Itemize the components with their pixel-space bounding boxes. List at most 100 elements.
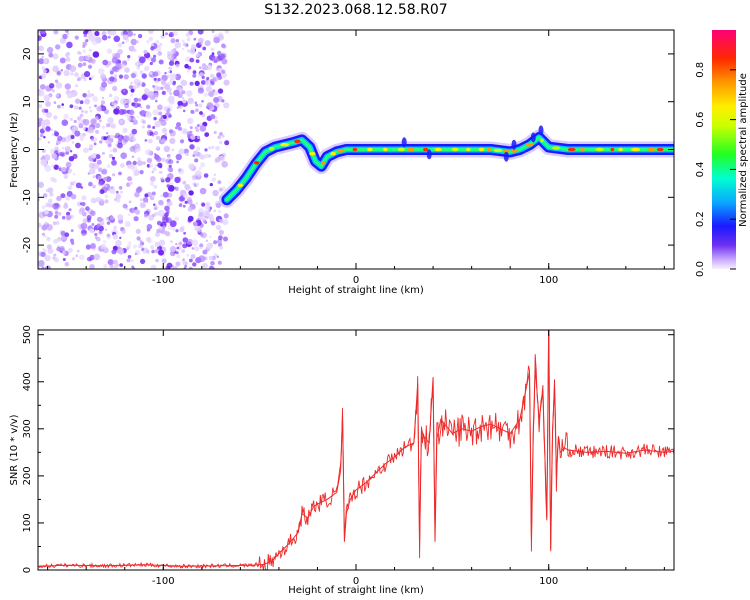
noise-point bbox=[194, 224, 201, 232]
noise-point bbox=[205, 81, 210, 86]
noise-point bbox=[209, 243, 214, 247]
noise-point bbox=[224, 30, 230, 34]
noise-point bbox=[130, 81, 133, 85]
noise-point bbox=[88, 77, 92, 81]
noise-point bbox=[154, 212, 159, 216]
noise-point bbox=[64, 146, 71, 153]
noise-point bbox=[51, 153, 58, 159]
noise-point bbox=[81, 233, 85, 237]
noise-point bbox=[40, 84, 46, 90]
signal-peak bbox=[503, 149, 510, 154]
noise-point bbox=[55, 82, 63, 89]
noise-point bbox=[149, 61, 153, 66]
noise-point bbox=[61, 146, 65, 150]
noise-point bbox=[147, 124, 151, 129]
noise-point bbox=[166, 262, 173, 269]
noise-point bbox=[129, 146, 136, 152]
noise-point bbox=[43, 154, 51, 161]
noise-point bbox=[187, 206, 193, 212]
noise-point bbox=[169, 67, 173, 70]
noise-point bbox=[122, 89, 126, 93]
noise-point bbox=[48, 198, 53, 204]
noise-point bbox=[158, 199, 164, 206]
noise-point bbox=[217, 88, 224, 94]
noise-point bbox=[77, 62, 83, 68]
noise-point bbox=[151, 249, 155, 254]
noise-point bbox=[65, 171, 68, 174]
noise-point bbox=[199, 72, 204, 77]
noise-point bbox=[112, 53, 116, 57]
noise-point bbox=[70, 72, 74, 76]
noise-point bbox=[205, 239, 209, 242]
noise-point bbox=[206, 64, 213, 71]
noise-point bbox=[172, 227, 176, 231]
noise-point bbox=[88, 106, 92, 109]
noise-point bbox=[126, 98, 132, 104]
signal-peak bbox=[631, 147, 641, 152]
noise-point bbox=[148, 36, 153, 42]
noise-point bbox=[118, 74, 124, 79]
colorbar-tick-label: 0.8 bbox=[695, 62, 706, 78]
noise-point bbox=[76, 78, 80, 82]
noise-point bbox=[160, 194, 163, 198]
noise-point bbox=[120, 152, 127, 159]
noise-point bbox=[74, 98, 81, 104]
signal-peak bbox=[478, 147, 485, 152]
noise-point bbox=[142, 250, 147, 255]
noise-point bbox=[45, 111, 53, 118]
noise-point bbox=[113, 102, 117, 106]
noise-point bbox=[44, 108, 49, 113]
noise-point bbox=[107, 259, 114, 266]
noise-point bbox=[134, 249, 141, 255]
noise-point bbox=[187, 97, 194, 105]
noise-point bbox=[90, 243, 96, 249]
noise-point bbox=[189, 57, 195, 63]
noise-point bbox=[181, 128, 188, 135]
noise-point bbox=[154, 232, 160, 237]
x-tick-label: 100 bbox=[539, 576, 558, 587]
noise-point bbox=[192, 73, 197, 78]
noise-point bbox=[46, 244, 52, 250]
noise-point bbox=[93, 253, 101, 261]
noise-point bbox=[56, 246, 62, 252]
noise-point bbox=[144, 193, 149, 198]
noise-point bbox=[106, 221, 111, 225]
noise-point bbox=[197, 87, 204, 94]
noise-point bbox=[151, 57, 157, 63]
noise-point bbox=[55, 44, 61, 50]
noise-point bbox=[89, 48, 92, 52]
noise-point bbox=[126, 243, 132, 249]
noise-point bbox=[89, 109, 93, 113]
noise-point bbox=[203, 210, 210, 217]
noise-point bbox=[175, 261, 181, 267]
y-tick-label: 100 bbox=[22, 513, 33, 532]
noise-point bbox=[202, 218, 207, 224]
noise-point bbox=[159, 165, 163, 169]
noise-point bbox=[87, 126, 95, 134]
noise-point bbox=[172, 80, 176, 85]
noise-point bbox=[79, 137, 84, 142]
noise-point bbox=[65, 57, 71, 62]
noise-point bbox=[150, 46, 155, 51]
noise-point bbox=[155, 156, 162, 162]
noise-point bbox=[111, 249, 117, 255]
snr-ticks: -100 0 100 0 100 200 300 400 500 bbox=[22, 325, 674, 587]
noise-point bbox=[218, 140, 223, 145]
noise-point bbox=[167, 70, 171, 74]
y-tick-label: 10 bbox=[22, 95, 33, 108]
noise-point bbox=[157, 86, 162, 91]
noise-point bbox=[121, 229, 127, 234]
noise-point bbox=[164, 212, 169, 217]
noise-point bbox=[109, 76, 115, 82]
noise-point bbox=[106, 234, 112, 240]
noise-point bbox=[120, 190, 123, 194]
signal-peak bbox=[434, 147, 442, 152]
noise-point bbox=[117, 214, 124, 221]
noise-point bbox=[99, 189, 105, 195]
noise-point bbox=[43, 235, 47, 238]
noise-point bbox=[53, 30, 59, 35]
colorbar: 0.0 0.2 0.4 0.6 0.8 Normalized spectral ampl… bbox=[695, 30, 749, 277]
noise-point bbox=[163, 145, 171, 153]
noise-point bbox=[51, 133, 55, 136]
noise-point bbox=[127, 164, 132, 169]
